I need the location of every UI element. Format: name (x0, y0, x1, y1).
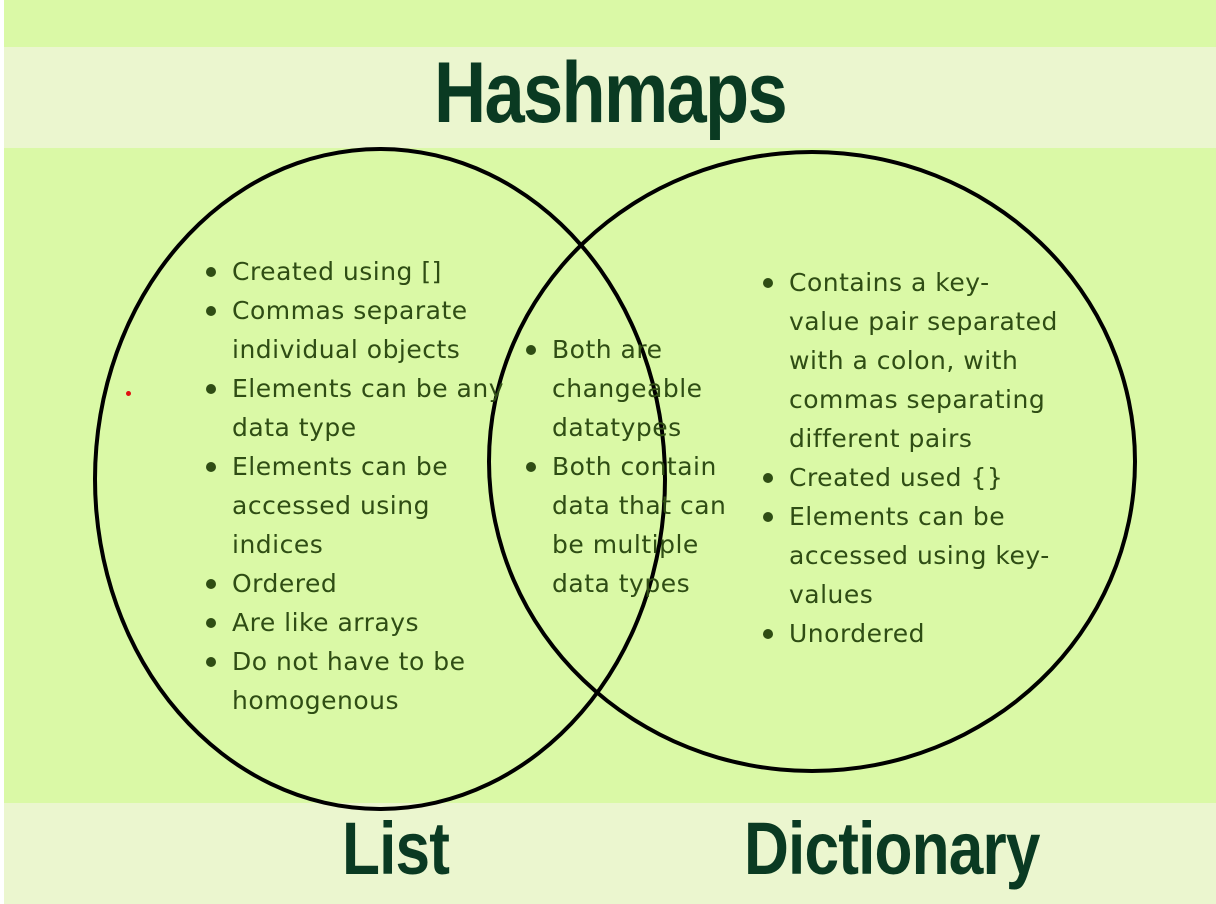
dictionary-item: Elements can be accessed using key-value… (759, 497, 1059, 614)
cursor-dot (126, 391, 131, 396)
list-item: Ordered (202, 564, 512, 603)
dictionary-circle (487, 150, 1137, 773)
slide: Hashmaps Created using [] Commas separat… (4, 0, 1216, 904)
dictionary-item: Unordered (759, 614, 1059, 653)
dictionary-label: Dictionary (744, 807, 1040, 890)
dictionary-item: Contains a key-value pair separated with… (759, 263, 1059, 458)
list-item: Elements can be accessed using indices (202, 447, 512, 564)
diagram-title: Hashmaps (434, 45, 788, 141)
list-items: Created using [] Commas separate individ… (202, 252, 512, 720)
overlap-item: Both contain data that can be multiple d… (522, 447, 742, 603)
list-item: Elements can be any data type (202, 369, 512, 447)
list-label: List (342, 807, 450, 890)
list-item: Are like arrays (202, 603, 512, 642)
dictionary-items: Contains a key-value pair separated with… (759, 263, 1059, 653)
list-item: Commas separate individual objects (202, 291, 512, 369)
label-band (4, 803, 1216, 904)
list-item: Do not have to be homogenous (202, 642, 512, 720)
overlap-items: Both are changeable datatypes Both conta… (522, 330, 742, 603)
list-item: Created using [] (202, 252, 512, 291)
overlap-item: Both are changeable datatypes (522, 330, 742, 447)
title-band (4, 47, 1216, 148)
dictionary-item: Created used {} (759, 458, 1059, 497)
